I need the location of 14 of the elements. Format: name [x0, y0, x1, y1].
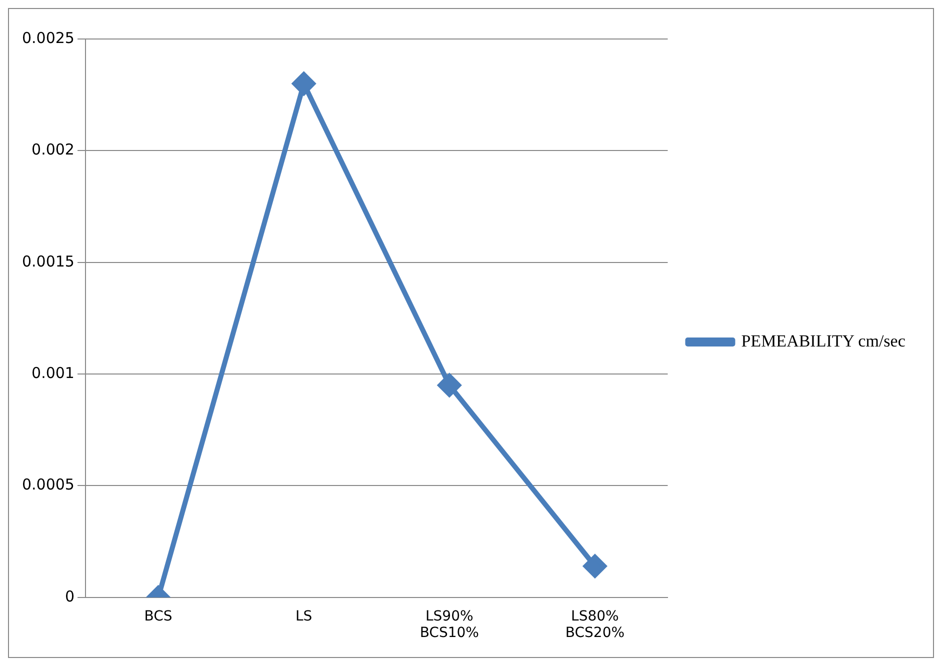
y-tick-label: 0.0015	[22, 252, 74, 270]
x-tick-label: LS	[295, 608, 312, 624]
point	[292, 72, 316, 96]
point	[583, 554, 606, 578]
x-tick-label: BCS	[144, 608, 172, 624]
point	[438, 374, 461, 397]
x-tick-label: LS80% BCS20%	[565, 608, 625, 642]
legend-label: PEMEABILITY cm/sec	[741, 331, 906, 350]
y-tick-label: 0.0025	[22, 28, 74, 47]
x-tick-label: LS90% BCS10%	[420, 608, 479, 642]
y-tick-label: 0.002	[32, 140, 74, 159]
y-tick-label: 0.001	[32, 364, 74, 382]
y-tick-label: 0	[64, 587, 74, 606]
y-tick-label: 0.0005	[22, 476, 74, 494]
